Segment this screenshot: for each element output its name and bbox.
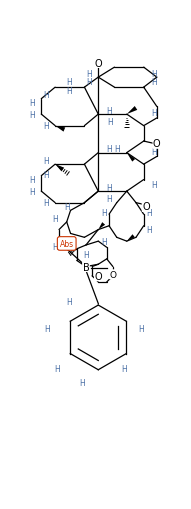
Text: H: H <box>79 378 85 387</box>
Text: H: H <box>86 78 92 87</box>
Text: H: H <box>114 145 120 154</box>
Text: H: H <box>106 183 112 192</box>
Text: H: H <box>83 250 89 259</box>
Text: H: H <box>106 106 112 116</box>
Text: H: H <box>66 88 72 96</box>
Text: H: H <box>146 225 152 235</box>
Text: H: H <box>29 176 35 185</box>
Text: O: O <box>142 202 150 212</box>
Polygon shape <box>127 153 135 162</box>
Text: H: H <box>64 203 70 212</box>
Text: H: H <box>151 147 157 156</box>
Text: H: H <box>43 171 49 179</box>
Text: H: H <box>52 243 58 251</box>
Text: H: H <box>138 324 144 333</box>
Text: H: H <box>106 195 112 204</box>
Text: B: B <box>83 262 89 272</box>
Polygon shape <box>55 126 65 132</box>
Text: H: H <box>151 181 157 190</box>
Text: Abs: Abs <box>60 240 74 248</box>
Text: H: H <box>146 209 152 218</box>
Text: H: H <box>108 118 113 127</box>
Text: H: H <box>29 187 35 196</box>
Text: H: H <box>66 78 72 87</box>
Text: H: H <box>45 324 50 333</box>
Text: H: H <box>86 70 92 78</box>
Text: H: H <box>43 122 49 131</box>
Polygon shape <box>127 235 135 242</box>
Text: H: H <box>101 237 107 246</box>
Text: H: H <box>29 110 35 120</box>
Text: H: H <box>122 364 127 373</box>
Text: H: H <box>66 297 72 306</box>
Text: H: H <box>151 109 157 118</box>
Polygon shape <box>55 165 64 172</box>
Text: O: O <box>153 139 161 149</box>
Text: H: H <box>151 70 157 78</box>
Text: H: H <box>151 78 157 87</box>
Text: H: H <box>106 145 112 154</box>
Text: O: O <box>95 271 102 281</box>
Text: H: H <box>54 364 60 373</box>
Text: H: H <box>43 199 49 208</box>
Text: H: H <box>43 156 49 165</box>
Text: H: H <box>43 91 49 100</box>
Text: H: H <box>101 209 107 218</box>
Polygon shape <box>98 223 105 230</box>
Polygon shape <box>127 107 137 115</box>
Text: O: O <box>95 59 102 68</box>
Text: H: H <box>29 99 35 108</box>
Text: H: H <box>52 214 58 223</box>
Text: O: O <box>109 270 116 279</box>
